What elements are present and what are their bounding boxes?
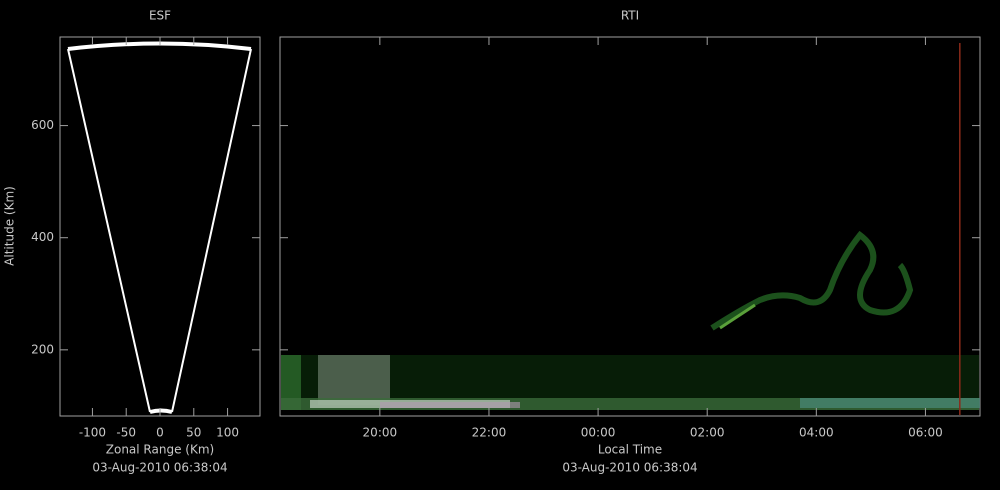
rti-x-label: Local Time — [598, 443, 662, 457]
rti-frame — [279, 36, 981, 417]
x-tick-label: 0 — [156, 426, 164, 440]
x-tick-label: 20:00 — [363, 426, 398, 440]
rti-title: RTI — [621, 9, 639, 23]
x-tick-label: 50 — [186, 426, 201, 440]
esf-footer: 03-Aug-2010 06:38:04 — [92, 461, 227, 475]
x-tick-label: 22:00 — [472, 426, 507, 440]
y-tick-label: 600 — [31, 118, 54, 132]
x-tick-label: -100 — [79, 426, 106, 440]
y-tick-label: 200 — [31, 342, 54, 356]
esf-title: ESF — [149, 9, 171, 23]
y-tick-label: 400 — [31, 230, 54, 244]
x-tick-label: 100 — [216, 426, 239, 440]
x-tick-label: 02:00 — [690, 426, 725, 440]
x-tick-label: -50 — [116, 426, 136, 440]
esf-y-label: Altitude (Km) — [3, 186, 17, 266]
x-tick-label: 00:00 — [581, 426, 616, 440]
echo-image — [281, 230, 980, 410]
x-tick-label: 04:00 — [799, 426, 834, 440]
rti-footer: 03-Aug-2010 06:38:04 — [562, 461, 697, 475]
x-tick-label: 06:00 — [908, 426, 943, 440]
esf-x-label: Zonal Range (Km) — [106, 443, 214, 457]
